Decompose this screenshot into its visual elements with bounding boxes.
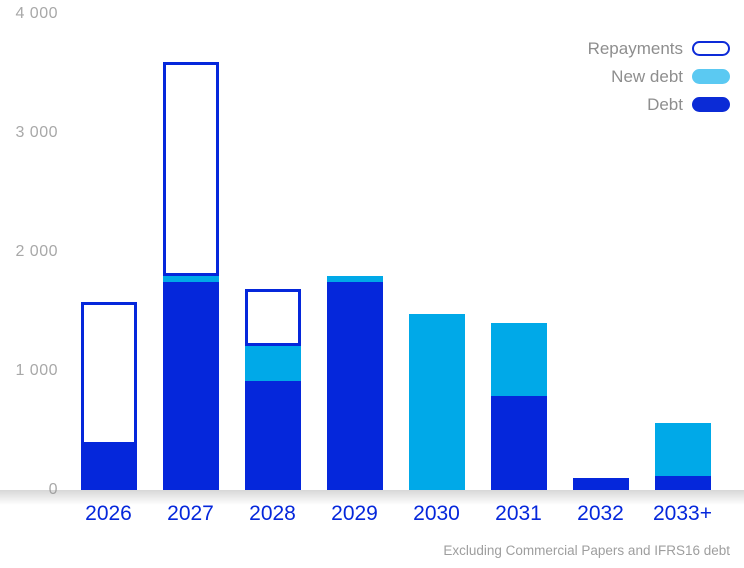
x-axis-label-2029: 2029 bbox=[331, 502, 378, 525]
bar-segment-debt-2028 bbox=[244, 380, 301, 490]
legend-label-debt: Debt bbox=[647, 94, 683, 114]
legend-label-new-debt: New debt bbox=[611, 66, 683, 86]
y-tick-label: 4 000 bbox=[15, 5, 58, 22]
bar-segment-new-debt-2027 bbox=[162, 275, 219, 282]
x-axis-label-2033+: 2033+ bbox=[653, 502, 712, 525]
x-axis-label-2030: 2030 bbox=[413, 502, 460, 525]
bar-segment-debt-2027 bbox=[162, 281, 219, 490]
bar-segment-new-debt-2028 bbox=[244, 346, 301, 381]
x-axis-label-2026: 2026 bbox=[85, 502, 132, 525]
debt-swatch-icon bbox=[692, 97, 730, 112]
legend-item-repayments: Repayments bbox=[587, 38, 730, 58]
legend-item-new-debt: New debt bbox=[588, 66, 730, 86]
bar-segment-new-debt-2031 bbox=[490, 323, 547, 396]
bar-segment-repayments-2027 bbox=[162, 61, 219, 276]
baseline-shadow bbox=[0, 490, 744, 505]
bar-segment-new-debt-2030 bbox=[408, 313, 465, 490]
new-debt-swatch-icon bbox=[692, 69, 730, 84]
bar-segment-debt-2031 bbox=[490, 395, 547, 490]
legend-label-repayments: Repayments bbox=[587, 38, 683, 58]
x-axis-label-2032: 2032 bbox=[577, 502, 624, 525]
y-tick-label: 3 000 bbox=[15, 124, 58, 141]
bar-segment-debt-2029 bbox=[326, 281, 383, 490]
bar-segment-debt-2026 bbox=[80, 444, 137, 490]
y-tick-label: 0 bbox=[0, 481, 58, 499]
bar-segment-debt-2033+ bbox=[654, 475, 711, 490]
repayments-swatch-icon bbox=[692, 41, 730, 56]
footnote: Excluding Commercial Papers and IFRS16 d… bbox=[443, 543, 730, 558]
bar-segment-debt-2032 bbox=[572, 478, 629, 490]
x-axis-label-2027: 2027 bbox=[167, 502, 214, 525]
bar-segment-new-debt-2029 bbox=[326, 275, 383, 282]
bar-segment-repayments-2026 bbox=[80, 301, 137, 445]
x-axis-label-2031: 2031 bbox=[495, 502, 542, 525]
y-tick-label: 2 000 bbox=[15, 243, 58, 260]
legend: Repayments New debt Debt bbox=[587, 38, 730, 124]
legend-item-debt: Debt bbox=[588, 94, 730, 114]
bar-segment-new-debt-2033+ bbox=[654, 423, 711, 476]
x-axis-label-2028: 2028 bbox=[249, 502, 296, 525]
bar-segment-repayments-2028 bbox=[244, 288, 301, 346]
y-tick-label: 1 000 bbox=[15, 362, 58, 379]
